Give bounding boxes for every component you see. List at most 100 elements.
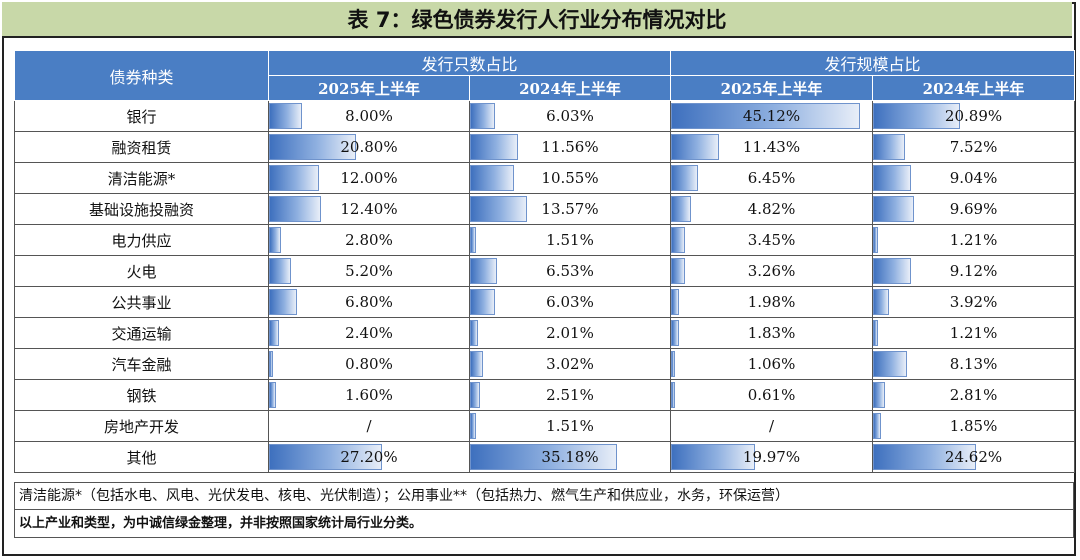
value-cell: 1.06% (670, 348, 874, 380)
row-category: 交通运输 (14, 317, 269, 349)
value-cell: 19.97% (670, 441, 874, 473)
row-category: 电力供应 (14, 224, 269, 256)
value-label: 1.83% (747, 324, 796, 342)
value-label: 19.97% (742, 448, 801, 466)
value-cell: 9.04% (872, 162, 1076, 194)
value-label: 11.56% (541, 138, 599, 156)
value-cell: 1.21% (872, 317, 1076, 349)
value-cell: 8.13% (872, 348, 1076, 380)
data-bar (873, 134, 905, 160)
value-cell: 9.69% (872, 193, 1076, 225)
value-label: 6.53% (546, 262, 594, 280)
value-cell: 11.43% (670, 131, 874, 163)
value-label: 13.57% (541, 200, 599, 218)
value-label: 0.80% (345, 355, 393, 373)
value-label: 12.40% (340, 200, 398, 218)
data-bar (873, 382, 885, 408)
data-bar (269, 196, 321, 222)
value-label: 6.80% (345, 293, 393, 311)
header-period: 2024年上半年 (872, 75, 1076, 101)
value-label: / (768, 417, 775, 435)
data-bar (671, 165, 699, 191)
value-label: 24.62% (944, 448, 1003, 466)
value-cell: 6.45% (670, 162, 874, 194)
table-row: 火电 5.20% 6.53% 3.26% 9.12% (14, 255, 1076, 287)
data-bar (873, 351, 908, 377)
value-cell: 8.00% (268, 100, 470, 132)
value-cell: 1.83% (670, 317, 874, 349)
value-cell: 2.81% (872, 379, 1076, 411)
header-period: 2025年上半年 (268, 75, 470, 101)
value-cell: 20.89% (872, 100, 1076, 132)
data-bar (470, 103, 496, 129)
value-cell: 6.03% (468, 100, 672, 132)
row-category: 融资租赁 (14, 131, 269, 163)
value-cell: / (268, 410, 470, 442)
value-label: 4.82% (747, 200, 796, 218)
data-bar (873, 227, 879, 253)
value-cell: 1.21% (872, 224, 1076, 256)
data-bar (671, 134, 719, 160)
data-bar (269, 227, 281, 253)
industry-distribution-table: 债券种类 发行只数占比 发行规模占比 2025年上半年 2024年上半年 202… (14, 50, 1076, 473)
data-bar (671, 103, 860, 129)
data-bar (671, 382, 676, 408)
value-cell: 3.02% (468, 348, 672, 380)
value-cell: 12.00% (268, 162, 470, 194)
value-cell: 3.45% (670, 224, 874, 256)
row-category: 银行 (14, 100, 269, 132)
value-cell: 0.61% (670, 379, 874, 411)
data-bar (269, 165, 319, 191)
value-label: 1.06% (747, 355, 796, 373)
value-cell: 1.85% (872, 410, 1076, 442)
value-label: 20.89% (944, 107, 1003, 125)
value-cell: 2.51% (468, 379, 672, 411)
table-row: 钢铁 1.60% 2.51% 0.61% 2.81% (14, 379, 1076, 411)
value-label: 2.80% (345, 231, 393, 249)
value-label: 9.12% (949, 262, 998, 280)
value-label: 6.03% (546, 107, 594, 125)
data-bar (470, 351, 483, 377)
value-cell: 1.51% (468, 410, 672, 442)
value-label: 1.85% (949, 417, 998, 435)
value-label: 9.04% (949, 169, 998, 187)
value-label: 1.21% (949, 324, 998, 342)
data-bar (470, 382, 481, 408)
data-bar (470, 165, 514, 191)
value-label: 2.81% (949, 386, 998, 404)
value-cell: 3.26% (670, 255, 874, 287)
value-label: 6.03% (546, 293, 594, 311)
data-bar (269, 382, 276, 408)
value-cell: 1.98% (670, 286, 874, 318)
value-cell: 24.62% (872, 441, 1076, 473)
header-period: 2024年上半年 (468, 75, 672, 101)
value-cell: / (670, 410, 874, 442)
value-cell: 7.52% (872, 131, 1076, 163)
data-bar (470, 289, 496, 315)
value-cell: 45.12% (670, 100, 874, 132)
data-bar (873, 258, 912, 284)
value-label: 3.26% (747, 262, 796, 280)
value-cell: 27.20% (268, 441, 470, 473)
value-label: 45.12% (742, 107, 801, 125)
value-label: 12.00% (340, 169, 398, 187)
value-label: 1.51% (546, 417, 594, 435)
table-row: 电力供应 2.80% 1.51% 3.45% 1.21% (14, 224, 1076, 256)
value-cell: 6.53% (468, 255, 672, 287)
data-bar (873, 289, 890, 315)
value-cell: 4.82% (670, 193, 874, 225)
data-bar (671, 289, 680, 315)
value-cell: 13.57% (468, 193, 672, 225)
value-label: 3.92% (949, 293, 998, 311)
header-issue-size-share: 发行规模占比 (670, 50, 1076, 76)
table-row: 其他 27.20% 35.18% 19.97% 24.62% (14, 441, 1076, 473)
value-label: 8.00% (345, 107, 393, 125)
value-label: 8.13% (949, 355, 998, 373)
value-label: 9.69% (949, 200, 998, 218)
data-bar (470, 227, 477, 253)
value-cell: 1.60% (268, 379, 470, 411)
data-bar (671, 320, 679, 346)
data-bar (671, 351, 676, 377)
table-row: 公共事业 6.80% 6.03% 1.98% 3.92% (14, 286, 1076, 318)
value-label: 3.45% (747, 231, 796, 249)
